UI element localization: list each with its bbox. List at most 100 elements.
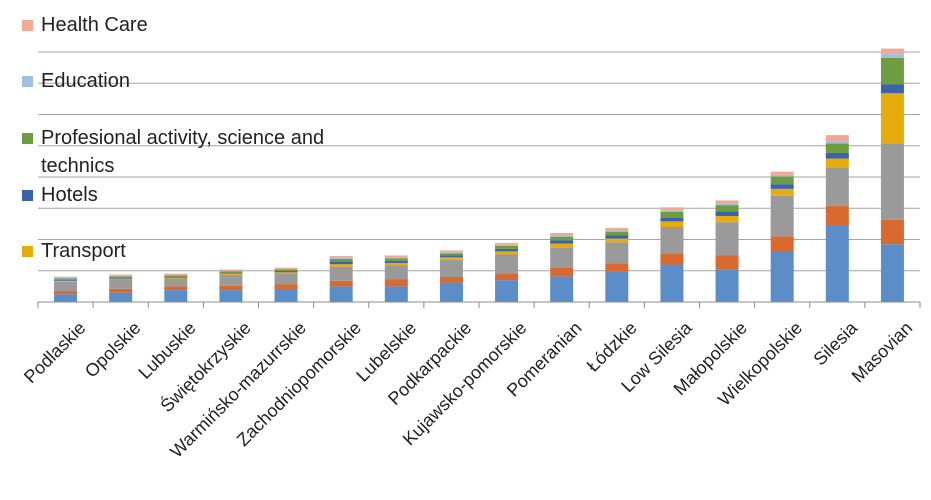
bar-segment [495, 248, 519, 252]
bar-segment [54, 291, 78, 295]
bar-segment [825, 152, 849, 159]
legend-swatch [22, 20, 33, 31]
bar-segment [770, 184, 794, 189]
bar-segment [825, 158, 849, 168]
bar-segment [880, 54, 904, 58]
bar-segment [384, 262, 408, 266]
legend-item-health-care: Health Care [22, 11, 351, 39]
bar-segment [880, 244, 904, 302]
bar-segment [274, 273, 298, 285]
bar-segment [54, 276, 78, 278]
bar-segment [384, 265, 408, 280]
legend-label: Health Care [41, 14, 148, 36]
bar-segment [880, 48, 904, 55]
bar-segment [605, 263, 629, 272]
bar-segment [329, 266, 353, 281]
bar-segment [439, 252, 463, 254]
bar-segment [384, 260, 408, 263]
bar-segment [219, 271, 243, 273]
bar-segment [274, 268, 298, 270]
bar-segment [715, 211, 739, 217]
legend-item-education: Education [22, 67, 351, 95]
legend-swatch [22, 246, 33, 257]
bar-segment [219, 273, 243, 275]
bar-segment [329, 286, 353, 302]
bar-segment [274, 289, 298, 302]
bar-segment [384, 279, 408, 287]
bar-segment [550, 247, 574, 268]
bar-segment [660, 221, 684, 227]
bar-segment [550, 243, 574, 248]
bar-segment [880, 57, 904, 85]
bar-segment [550, 235, 574, 237]
bar-segment [660, 217, 684, 222]
legend-item-hotels: Hotels [22, 181, 351, 209]
bar-segment [54, 279, 78, 281]
bar-segment [219, 270, 243, 272]
x-tick-label: Masovian [848, 318, 917, 387]
bar-segment [825, 135, 849, 142]
bar-segment [274, 271, 298, 273]
bar-segment [880, 219, 904, 245]
bar-segment [164, 286, 188, 291]
bar-segment [605, 231, 629, 236]
bar-segment [715, 269, 739, 302]
bar-segment [274, 267, 298, 269]
bar-segment [219, 274, 243, 286]
bar-segment [660, 207, 684, 211]
bar-segment [164, 290, 188, 302]
bar-segment [495, 254, 519, 274]
bar-segment [109, 292, 133, 302]
bar-segment [660, 253, 684, 265]
bar-segment [439, 282, 463, 302]
bar-segment [550, 276, 574, 302]
bar-segment [274, 269, 298, 272]
bar-segment [329, 280, 353, 287]
bar-segment [54, 278, 78, 280]
bar-segment [605, 271, 629, 302]
bar-segment [880, 93, 904, 144]
bar-segment [384, 258, 408, 261]
bar-segment [495, 273, 519, 281]
bar-segment [825, 206, 849, 226]
bar-segment [54, 280, 78, 282]
x-tick-label: Podlaskie [20, 318, 89, 387]
bar-segment [715, 216, 739, 223]
bar-segment [439, 250, 463, 253]
x-tick-label: Silesia [810, 317, 862, 369]
bar-segment [164, 276, 188, 278]
bar-segment [660, 212, 684, 218]
bar-segment [219, 285, 243, 291]
x-axis [37, 301, 921, 308]
bar-segment [495, 251, 519, 255]
bar-segment [164, 277, 188, 279]
bar-segment [439, 277, 463, 283]
bar-segment [274, 284, 298, 290]
bar-segment [715, 203, 739, 206]
bar-segment [109, 288, 133, 293]
bar-segment [54, 294, 78, 302]
bar-segment [109, 279, 133, 289]
bar-segment [715, 200, 739, 204]
bar-segment [109, 276, 133, 278]
bar-segment [880, 84, 904, 94]
bar-segment [770, 252, 794, 302]
bar-segment [495, 280, 519, 302]
bar-segment [605, 238, 629, 243]
bar-segment [164, 275, 188, 277]
bar-segment [605, 235, 629, 239]
bar-segment [660, 227, 684, 254]
bar-segment [715, 255, 739, 270]
bar-segment [495, 242, 519, 245]
legend-label: Profesional activity, science and techni… [41, 127, 325, 177]
bar-segment [715, 222, 739, 256]
bar-segment [439, 257, 463, 260]
bar-segment [660, 210, 684, 212]
bar-segment [825, 225, 849, 302]
bar-segment [329, 264, 353, 267]
bar-segment [219, 290, 243, 302]
bar-segment [770, 174, 794, 177]
bar-segment [550, 236, 574, 241]
bar-segment [825, 167, 849, 207]
legend-swatch [22, 190, 33, 201]
